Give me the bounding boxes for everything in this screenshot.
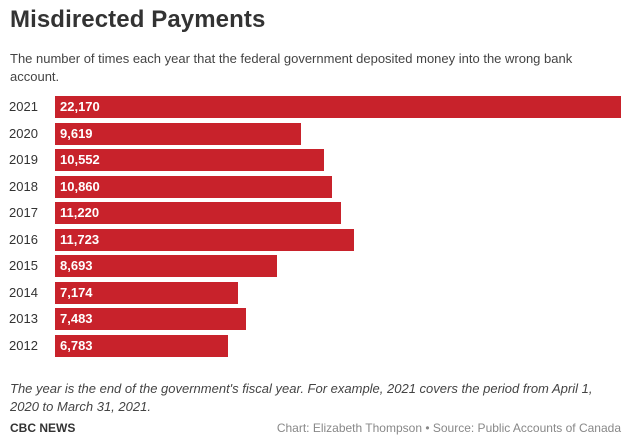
- bar-value-label: 7,483: [60, 311, 93, 326]
- bar: [55, 96, 621, 118]
- category-label: 2020: [9, 125, 38, 141]
- chart-subtitle: The number of times each year that the f…: [10, 51, 573, 84]
- category-label: 2018: [9, 178, 38, 194]
- bar: [55, 308, 247, 330]
- bar-row: 2016 11,723: [0, 228, 627, 251]
- bar-value-label: 7,174: [60, 284, 93, 300]
- bar-row: 2013 7,483: [0, 308, 627, 330]
- category-label: 2017: [9, 205, 38, 220]
- bar: [55, 281, 239, 304]
- bar: [55, 202, 342, 224]
- bar-value-label: 6,783: [60, 337, 93, 353]
- category-label: 2021: [9, 99, 38, 114]
- chart-note: The year is the end of the government's …: [10, 381, 593, 414]
- category-label: 2012: [9, 337, 38, 353]
- bar: [55, 175, 333, 198]
- bar: [55, 334, 229, 357]
- bar-value-label: 22,170: [60, 99, 100, 114]
- bar-row: 2015 8,693: [0, 255, 627, 277]
- bar: [55, 122, 301, 145]
- bar-value-label: 8,693: [60, 258, 93, 273]
- bar-row: 2012 6,783: [0, 334, 627, 357]
- bar-value-label: 10,860: [60, 178, 100, 194]
- category-label: 2015: [9, 258, 38, 273]
- bar-value-label: 9,619: [60, 125, 93, 141]
- brand-logo-text: CBC NEWS: [10, 421, 76, 435]
- bar-row: 2014 7,174: [0, 281, 627, 304]
- bar: [55, 149, 325, 171]
- bar-row: 2020 9,619: [0, 122, 627, 145]
- bar: [55, 255, 277, 277]
- chart-credit: Chart: Elizabeth Thompson • Source: Publ…: [276, 421, 621, 435]
- category-label: 2019: [9, 152, 38, 167]
- bar-value-label: 10,552: [60, 152, 100, 167]
- category-label: 2016: [9, 231, 38, 247]
- chart-title: Misdirected Payments: [10, 6, 266, 33]
- bar-row: 2021 22,170: [0, 96, 627, 118]
- bar-row: 2017 11,220: [0, 202, 627, 224]
- category-label: 2013: [9, 311, 38, 326]
- bar-row: 2019 10,552: [0, 149, 627, 171]
- bar-value-label: 11,220: [60, 205, 100, 220]
- bar: [55, 228, 355, 251]
- category-label: 2014: [9, 284, 38, 300]
- bar-row: 2018 10,860: [0, 175, 627, 198]
- bar-value-label: 11,723: [60, 231, 100, 247]
